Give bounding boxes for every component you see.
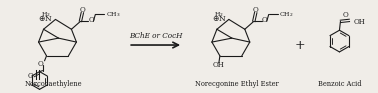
Text: Benzoic Acid: Benzoic Acid [318, 80, 361, 88]
Text: Norcocaethylene: Norcocaethylene [25, 80, 82, 88]
Text: O: O [262, 16, 268, 24]
Text: O: O [342, 11, 348, 19]
Text: O: O [79, 6, 85, 14]
Text: O: O [28, 72, 34, 80]
Text: OH: OH [353, 18, 365, 26]
Text: $\oplus$N: $\oplus$N [212, 14, 226, 23]
Text: O: O [38, 60, 43, 68]
Text: Norecgonine Ethyl Ester: Norecgonine Ethyl Ester [195, 80, 279, 88]
Text: H$_2$: H$_2$ [40, 10, 50, 19]
Text: OH: OH [213, 61, 225, 69]
Text: +: + [294, 39, 305, 52]
Text: CH$_3$: CH$_3$ [106, 10, 121, 19]
Text: CH$_2$: CH$_2$ [279, 10, 294, 19]
Text: O: O [253, 6, 259, 14]
Text: H$_2$: H$_2$ [214, 10, 224, 19]
Text: O: O [88, 16, 94, 24]
Text: BChE or CocH: BChE or CocH [129, 32, 182, 40]
Text: $\oplus$N: $\oplus$N [38, 14, 53, 23]
